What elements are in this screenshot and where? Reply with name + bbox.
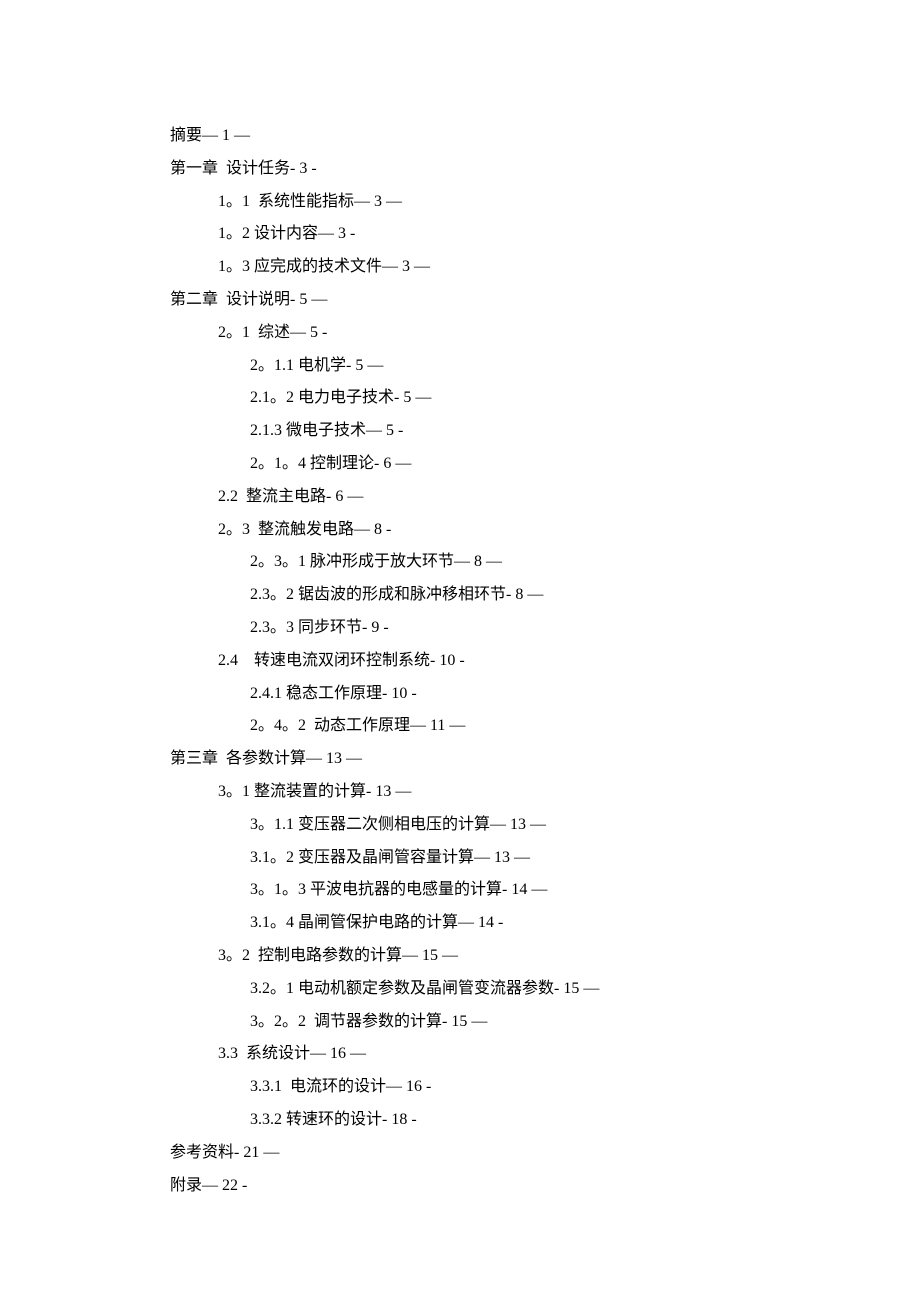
- toc-entry: 2.3。3 同步环节- 9 -: [170, 612, 750, 645]
- toc-entry: 3.1。4 晶闸管保护电路的计算— 14 -: [170, 907, 750, 940]
- toc-entry: 2.4.1 稳态工作原理- 10 -: [170, 678, 750, 711]
- toc-entry: 3。2。2 调节器参数的计算- 15 —: [170, 1006, 750, 1039]
- toc-entry: 1。2 设计内容— 3 -: [170, 218, 750, 251]
- toc-entry: 3.3.2 转速环的设计- 18 -: [170, 1104, 750, 1137]
- toc-entry: 第二章 设计说明- 5 —: [170, 284, 750, 317]
- toc-entry: 2.1.3 微电子技术— 5 -: [170, 415, 750, 448]
- toc-entry: 2.4 转速电流双闭环控制系统- 10 -: [170, 645, 750, 678]
- toc-entry: 2。1。4 控制理论- 6 —: [170, 448, 750, 481]
- toc-entry: 2。3 整流触发电路— 8 -: [170, 514, 750, 547]
- toc-entry: 3。1。3 平波电抗器的电感量的计算- 14 —: [170, 874, 750, 907]
- toc-entry: 3。2 控制电路参数的计算— 15 —: [170, 940, 750, 973]
- toc-entry: 2。1 综述— 5 -: [170, 317, 750, 350]
- toc-entry: 摘要— 1 —: [170, 120, 750, 153]
- toc-entry: 第三章 各参数计算— 13 —: [170, 743, 750, 776]
- toc-entry: 3.3.1 电流环的设计— 16 -: [170, 1071, 750, 1104]
- toc-entry: 2.2 整流主电路- 6 —: [170, 481, 750, 514]
- toc-entry: 附录— 22 -: [170, 1170, 750, 1203]
- toc-entry: 3。1 整流装置的计算- 13 —: [170, 776, 750, 809]
- toc-entry: 2。4。2 动态工作原理— 11 —: [170, 710, 750, 743]
- toc-entry: 3.2。1 电动机额定参数及晶闸管变流器参数- 15 —: [170, 973, 750, 1006]
- toc-entry: 2.1。2 电力电子技术- 5 —: [170, 382, 750, 415]
- document-page: 摘要— 1 —第一章 设计任务- 3 -1。1 系统性能指标— 3 —1。2 设…: [0, 0, 920, 1302]
- toc-entry: 3.1。2 变压器及晶闸管容量计算— 13 —: [170, 842, 750, 875]
- toc-entry: 3。1.1 变压器二次侧相电压的计算— 13 —: [170, 809, 750, 842]
- toc-entry: 2。1.1 电机学- 5 —: [170, 350, 750, 383]
- toc-entry: 1。1 系统性能指标— 3 —: [170, 186, 750, 219]
- toc-entry: 2。3。1 脉冲形成于放大环节— 8 —: [170, 546, 750, 579]
- toc-entry: 3.3 系统设计— 16 —: [170, 1038, 750, 1071]
- toc-entry: 参考资料- 21 —: [170, 1137, 750, 1170]
- toc-entry: 第一章 设计任务- 3 -: [170, 153, 750, 186]
- toc-entry: 2.3。2 锯齿波的形成和脉冲移相环节- 8 —: [170, 579, 750, 612]
- table-of-contents: 摘要— 1 —第一章 设计任务- 3 -1。1 系统性能指标— 3 —1。2 设…: [170, 120, 750, 1202]
- toc-entry: 1。3 应完成的技术文件— 3 —: [170, 251, 750, 284]
